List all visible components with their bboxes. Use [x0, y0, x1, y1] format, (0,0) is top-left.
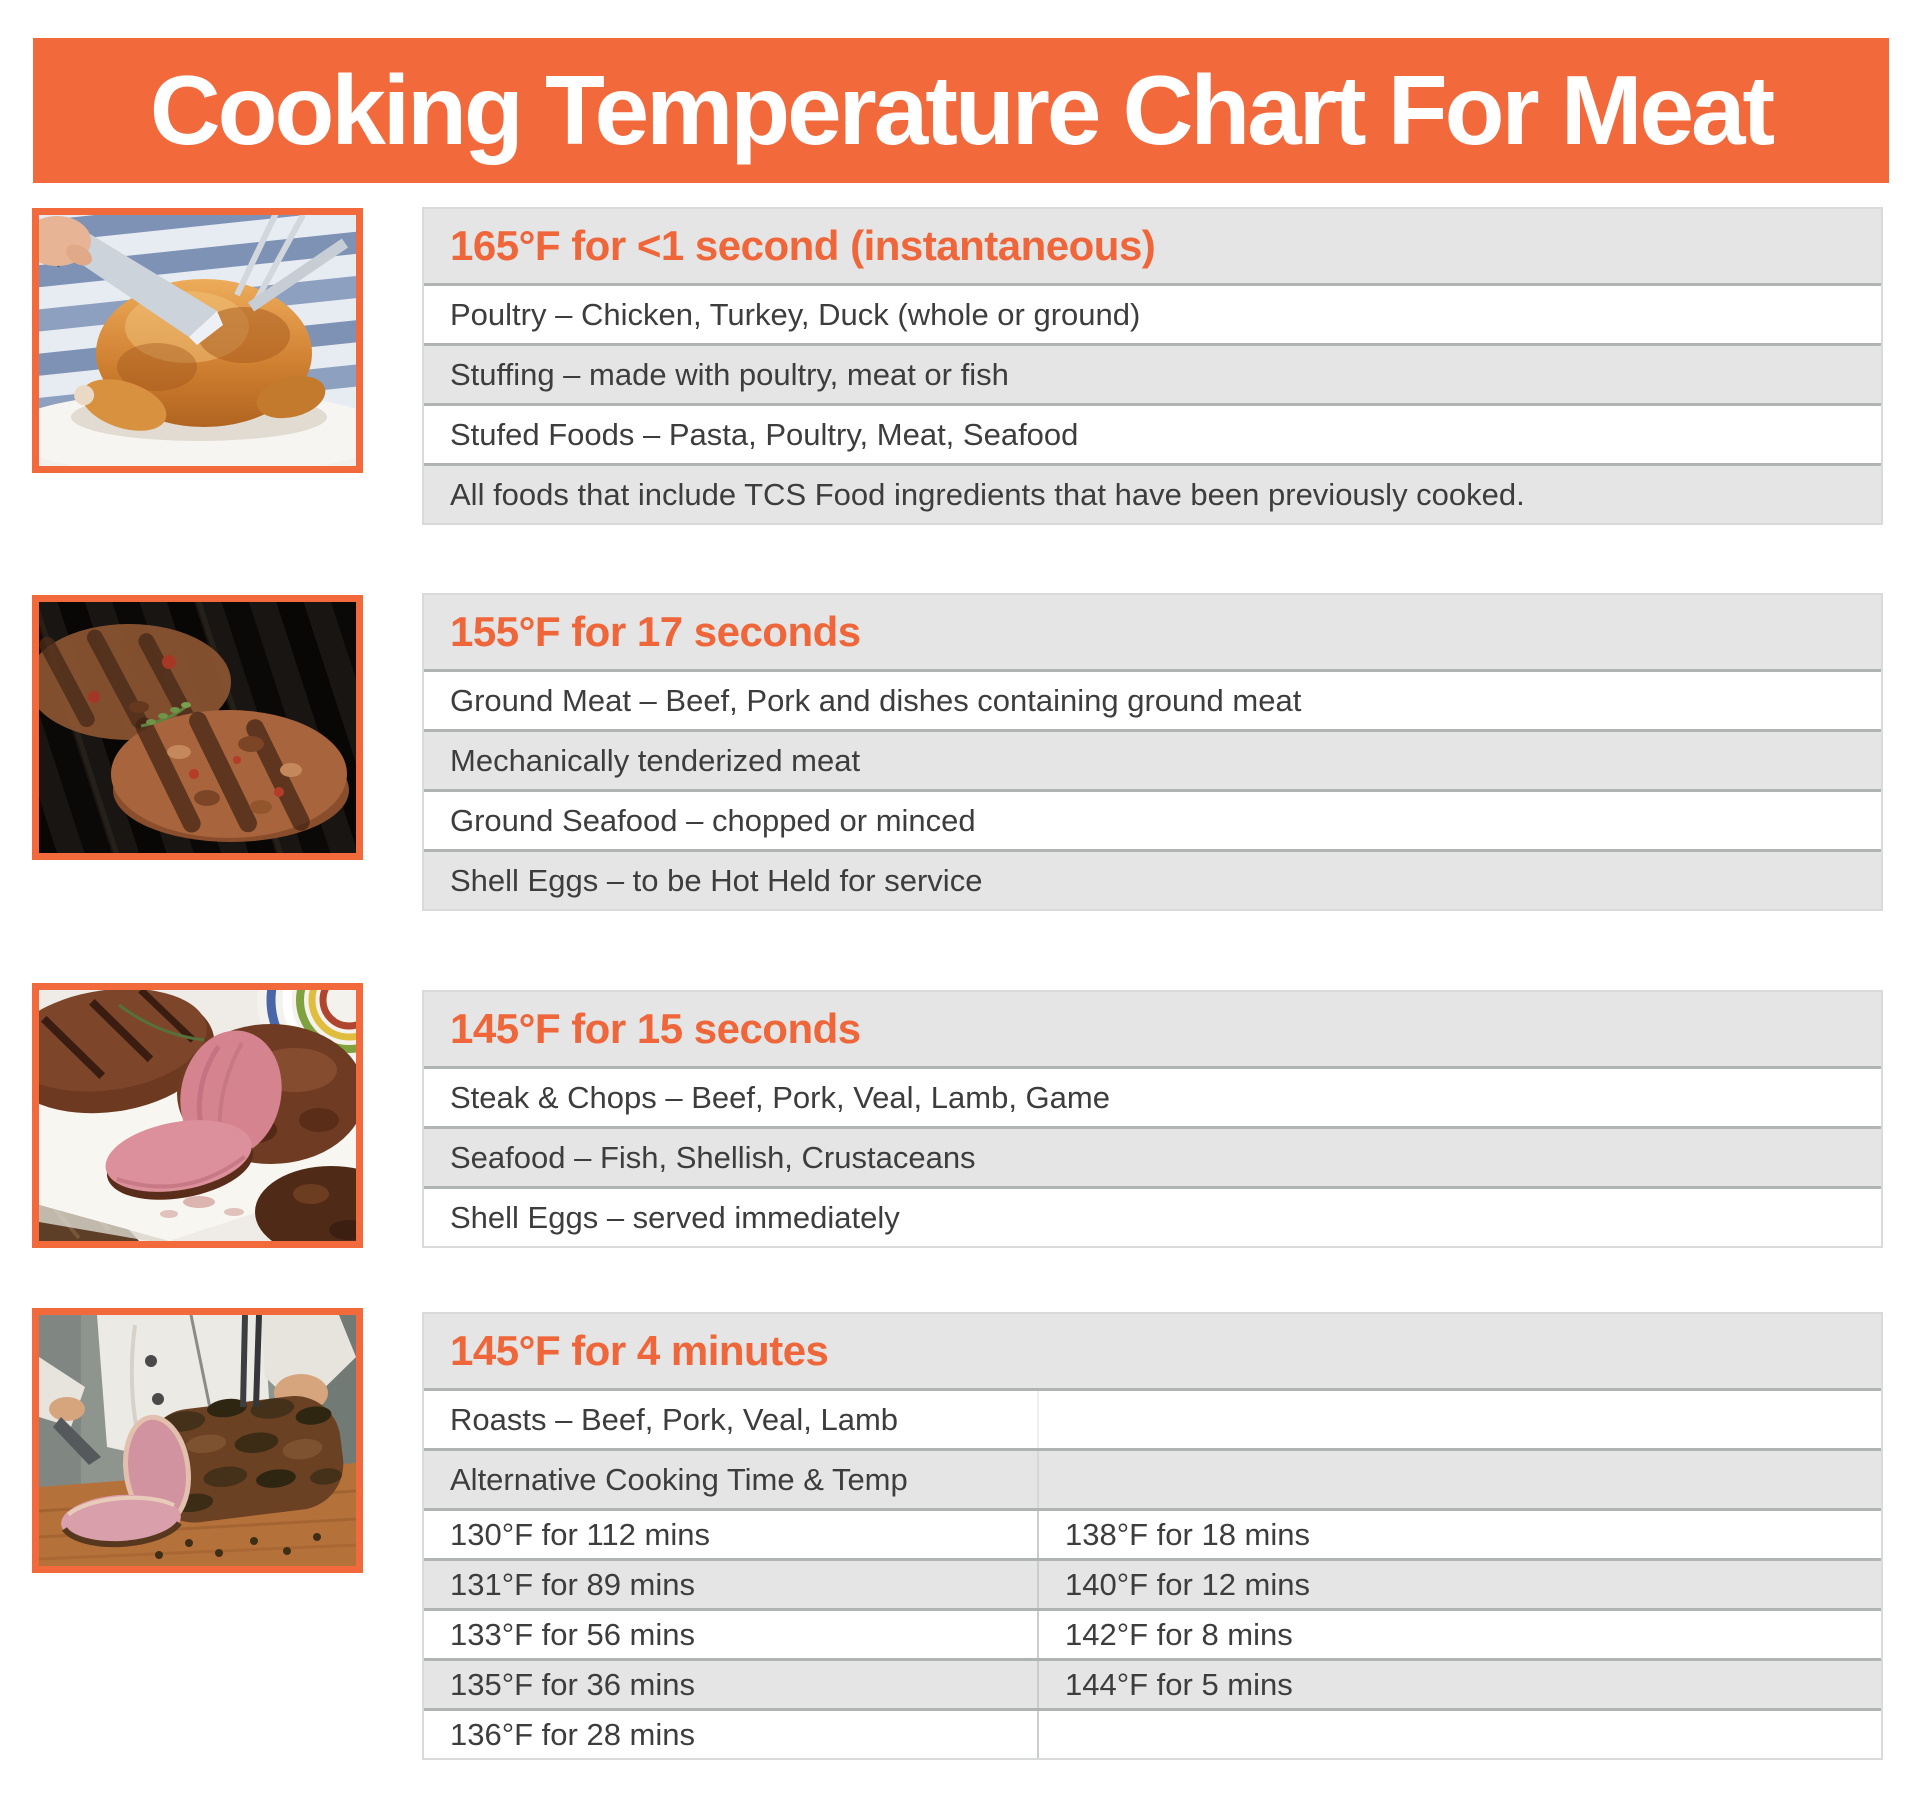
page-title: Cooking Temperature Chart For Meat [149, 55, 1775, 165]
table-155f-17-seconds: 155°F for 17 seconds Ground Meat – Beef, … [422, 593, 1883, 911]
table-cell: Mechanically tenderized meat [450, 742, 861, 778]
sliced-steak-illustration [39, 990, 356, 1241]
table-row: Alternative Cooking Time & Temp [424, 1448, 1881, 1508]
temp-cell-left: 133°F for 56 mins [450, 1616, 696, 1652]
sliced-steak-photo [32, 983, 363, 1248]
table-row: Poultry – Chicken, Turkey, Duck (whole o… [424, 283, 1881, 343]
title-banner: Cooking Temperature Chart For Meat [33, 38, 1889, 183]
temp-cell-left: 130°F for 112 mins [450, 1516, 710, 1552]
table-cell: Ground Meat – Beef, Pork and dishes cont… [450, 682, 1302, 718]
table-row: Mechanically tenderized meat [424, 729, 1881, 789]
temp-cell-left: 131°F for 89 mins [450, 1566, 696, 1602]
temp-cell-right: 144°F for 5 mins [1037, 1661, 1881, 1708]
table-header-row: 145°F for 15 seconds [424, 992, 1881, 1066]
table-row: All foods that include TCS Food ingredie… [424, 463, 1881, 523]
table-cell: Seafood – Fish, Shellish, Crustaceans [450, 1139, 976, 1175]
temp-time-row: 133°F for 56 mins 142°F for 8 mins [424, 1608, 1881, 1658]
empty-cell [1037, 1391, 1881, 1448]
table-cell: Steak & Chops – Beef, Pork, Veal, Lamb, … [450, 1079, 1110, 1115]
table-row: Stufed Foods – Pasta, Poultry, Meat, Sea… [424, 403, 1881, 463]
table-cell: Poultry – Chicken, Turkey, Duck (whole o… [450, 296, 1141, 332]
temp-cell-right [1037, 1711, 1881, 1758]
table-row: Stuffing – made with poultry, meat or fi… [424, 343, 1881, 403]
table-145f-4-minutes: 145°F for 4 minutes Roasts – Beef, Pork, … [422, 1312, 1883, 1760]
table-row: Shell Eggs – served immediately [424, 1186, 1881, 1246]
table-165f-instantaneous: 165°F for <1 second (instantaneous) Poult… [422, 207, 1883, 525]
table-row: Roasts – Beef, Pork, Veal, Lamb [424, 1388, 1881, 1448]
table-cell: Shell Eggs – served immediately [450, 1199, 900, 1235]
table-cell: Ground Seafood – chopped or minced [450, 802, 976, 838]
table-145f-15-seconds: 145°F for 15 seconds Steak & Chops – Beef… [422, 990, 1883, 1248]
temp-time-row: 136°F for 28 mins [424, 1708, 1881, 1758]
temp-time-row: 131°F for 89 mins 140°F for 12 mins [424, 1558, 1881, 1608]
table-header-row: 155°F for 17 seconds [424, 595, 1881, 669]
chef-carving-roast-illustration [39, 1315, 356, 1566]
table-cell: Alternative Cooking Time & Temp [450, 1461, 908, 1497]
table-header-row: 165°F for <1 second (instantaneous) [424, 209, 1881, 283]
table-cell: Stuffing – made with poultry, meat or fi… [450, 356, 1009, 392]
table-row: Ground Meat – Beef, Pork and dishes cont… [424, 669, 1881, 729]
table-header-label: 165°F for <1 second (instantaneous) [450, 222, 1156, 269]
table-header-label: 145°F for 4 minutes [450, 1327, 829, 1374]
table-cell: Stufed Foods – Pasta, Poultry, Meat, Sea… [450, 416, 1079, 452]
temp-cell-left: 136°F for 28 mins [450, 1716, 696, 1752]
burger-patties-illustration [39, 602, 356, 853]
table-row: Seafood – Fish, Shellish, Crustaceans [424, 1126, 1881, 1186]
table-cell: Roasts – Beef, Pork, Veal, Lamb [450, 1401, 899, 1437]
table-row: Shell Eggs – to be Hot Held for service [424, 849, 1881, 909]
temp-cell-right: 142°F for 8 mins [1037, 1611, 1881, 1658]
burger-patties-on-grill-photo [32, 595, 363, 860]
carving-roast-chicken-photo [32, 208, 363, 473]
carving-roast-chicken-illustration [39, 215, 356, 466]
temp-cell-left: 135°F for 36 mins [450, 1666, 696, 1702]
table-header-label: 145°F for 15 seconds [450, 1005, 861, 1052]
temp-time-row: 130°F for 112 mins 138°F for 18 mins [424, 1508, 1881, 1558]
temp-time-row: 135°F for 36 mins 144°F for 5 mins [424, 1658, 1881, 1708]
table-row: Ground Seafood – chopped or minced [424, 789, 1881, 849]
temp-cell-right: 140°F for 12 mins [1037, 1561, 1881, 1608]
chef-carving-roast-photo [32, 1308, 363, 1573]
table-cell: Shell Eggs – to be Hot Held for service [450, 862, 983, 898]
temp-cell-right: 138°F for 18 mins [1037, 1511, 1881, 1558]
table-header-label: 155°F for 17 seconds [450, 608, 861, 655]
table-cell: All foods that include TCS Food ingredie… [450, 476, 1525, 512]
empty-cell [1037, 1451, 1881, 1508]
table-row: Steak & Chops – Beef, Pork, Veal, Lamb, … [424, 1066, 1881, 1126]
table-header-row: 145°F for 4 minutes [424, 1314, 1881, 1388]
